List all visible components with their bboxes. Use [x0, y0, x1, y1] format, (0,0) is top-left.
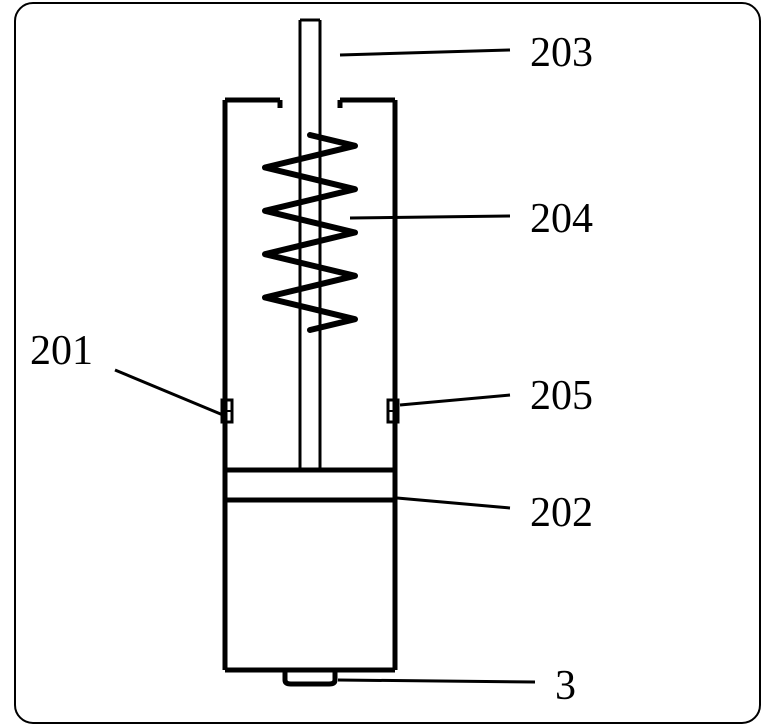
label-3: 3: [555, 665, 576, 707]
label-202: 202: [530, 492, 593, 534]
label-203: 203: [530, 32, 593, 74]
label-201: 201: [30, 330, 93, 372]
label-204: 204: [530, 198, 593, 240]
label-205: 205: [530, 375, 593, 417]
